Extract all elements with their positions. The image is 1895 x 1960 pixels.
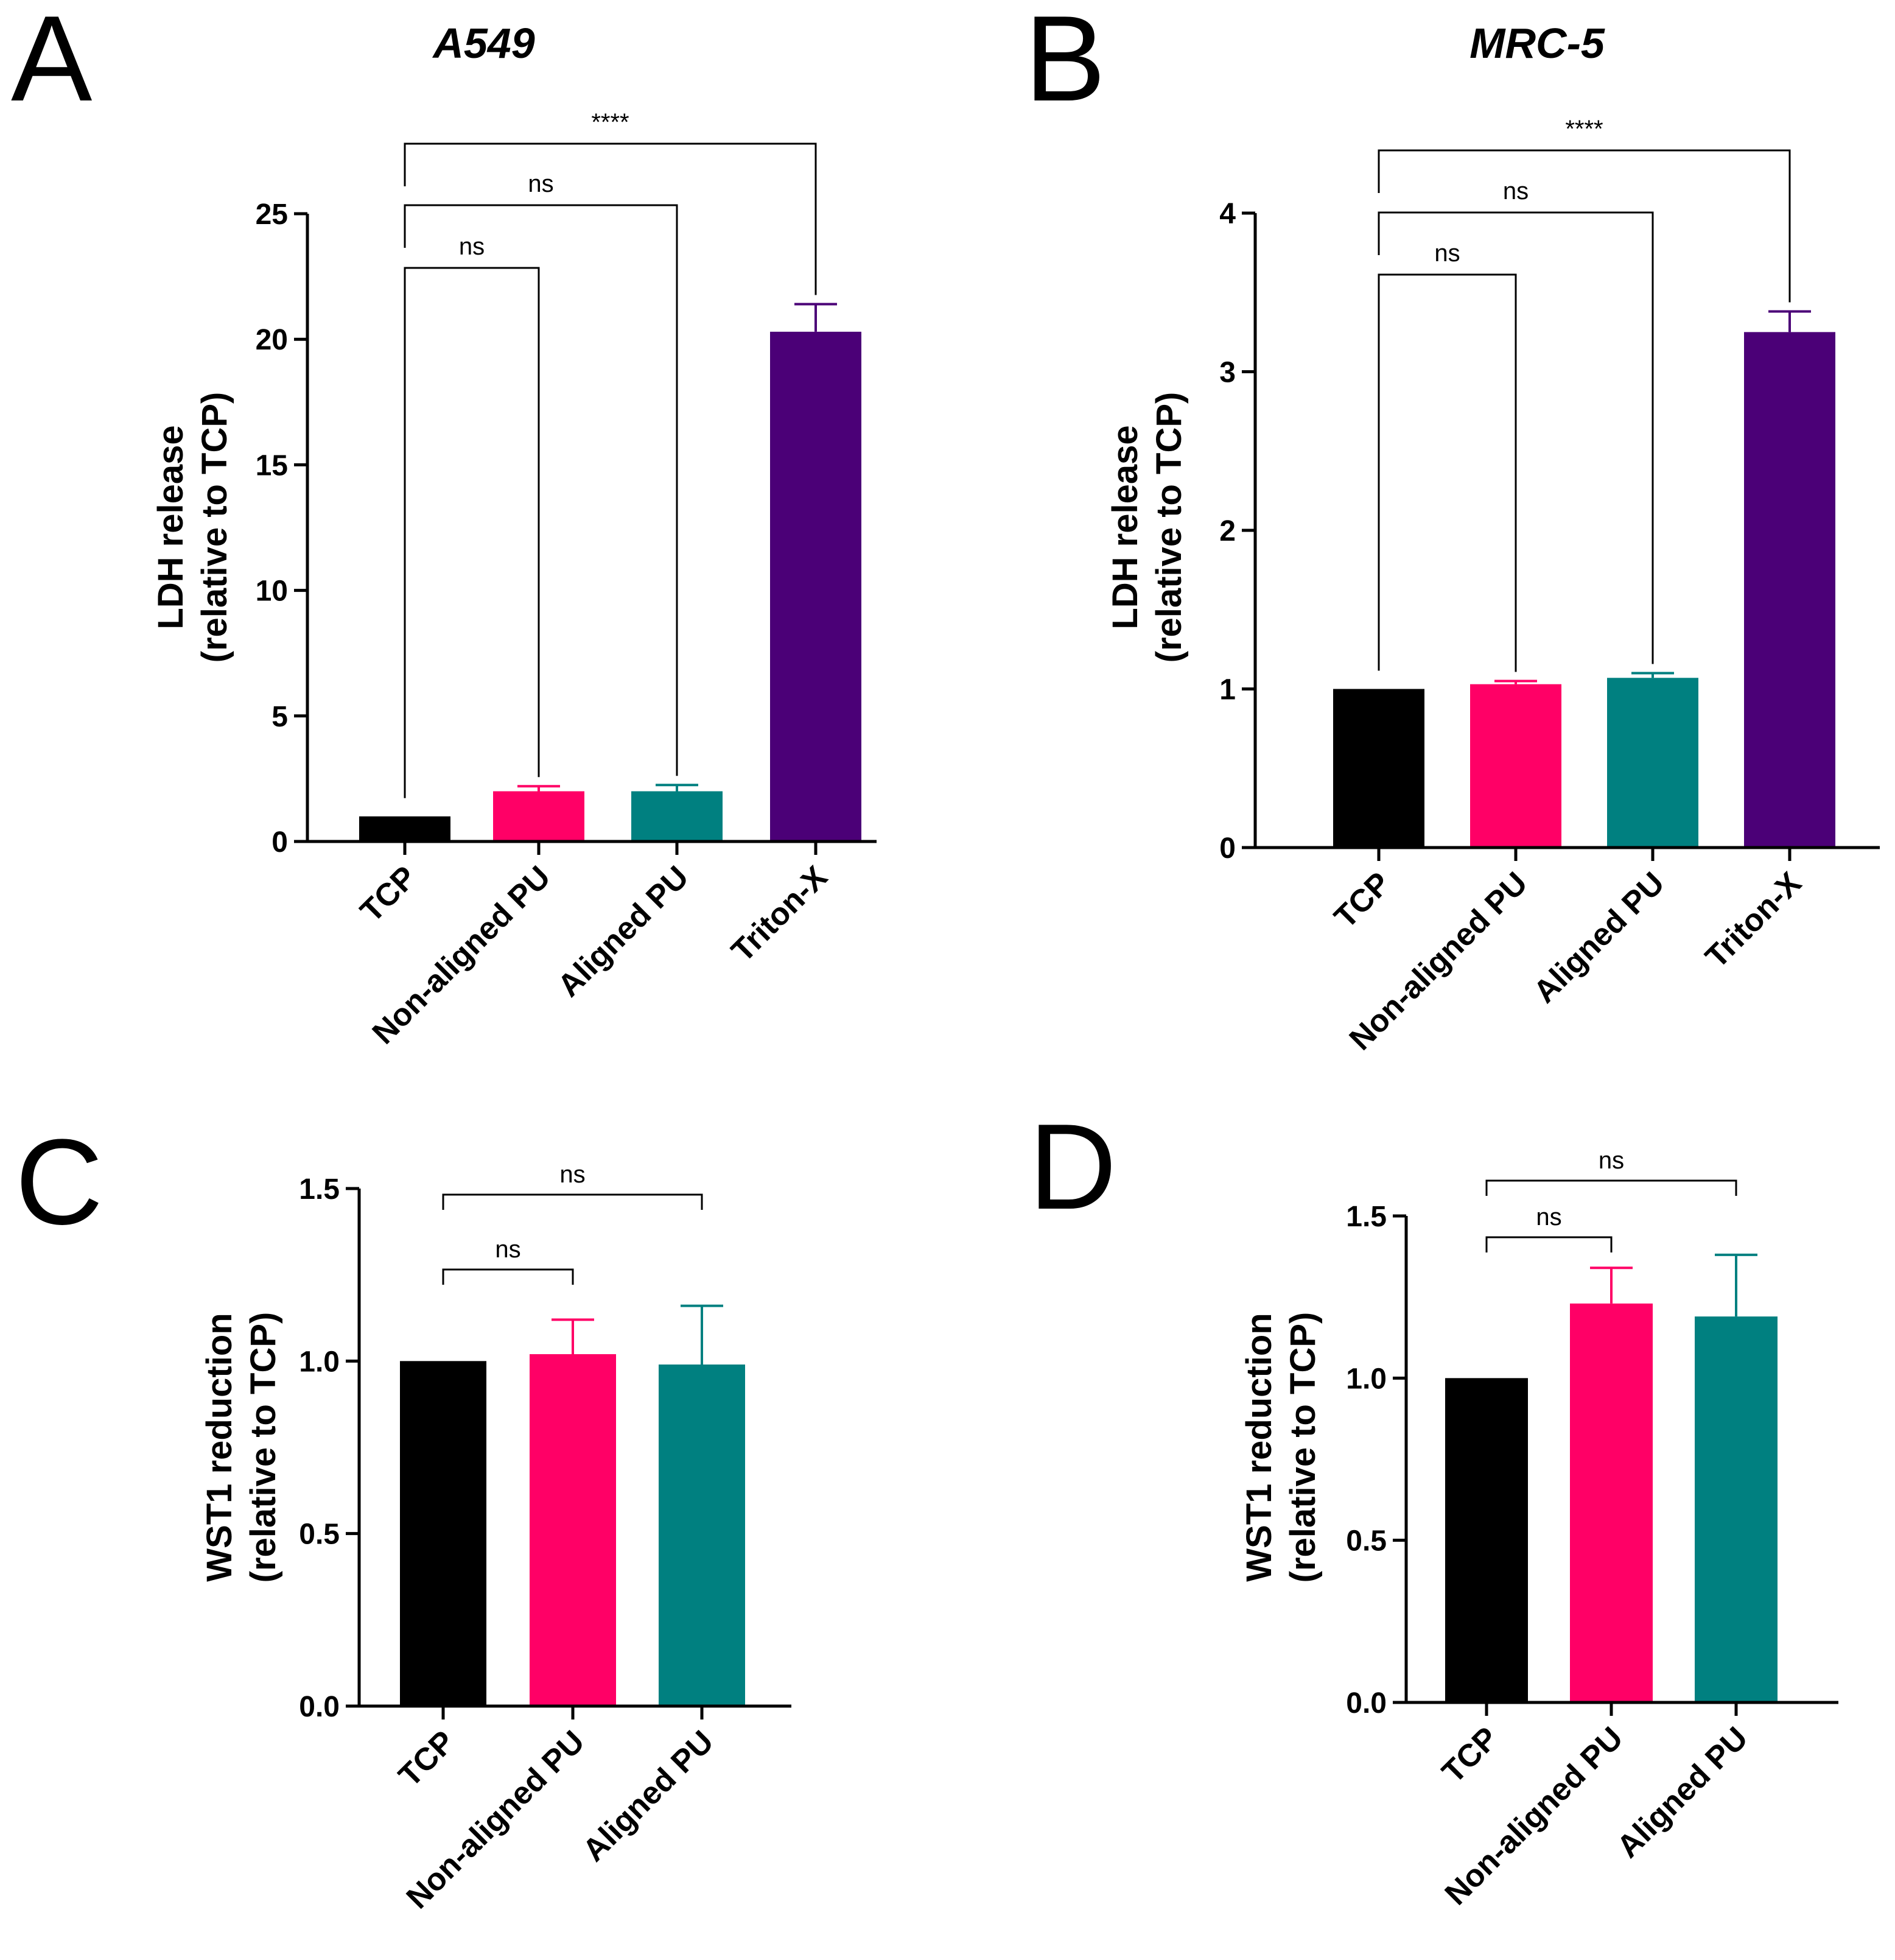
panel-B: B MRC-5 LDH release (relative to TCP) 0 1 2 3 4 T… (1025, 0, 1880, 1057)
y-tick-label-B-4: 4 (1219, 198, 1236, 230)
y-tick-label-A-5: 25 (256, 198, 288, 231)
y-axis-label-line2: (relative to TCP) (1149, 392, 1189, 663)
panel-D: D WST1 reduction (relative to TCP) 0.0 0.5 1.… (1029, 1099, 1838, 1912)
x-tick-label-group-B-2: Aligned PU (1527, 865, 1671, 1010)
bar-D-2 (1695, 1316, 1778, 1702)
bar-D-1 (1570, 1303, 1653, 1702)
significance-label-A-0: ns (459, 233, 485, 260)
y-axis-label-line1: LDH release (151, 425, 191, 629)
significance-label-B-2: **** (1565, 116, 1603, 142)
y-tick-label-A-3: 15 (256, 449, 288, 482)
y-axis-label-B: LDH release (relative to TCP) (1105, 392, 1189, 663)
x-tick-label-A-2: Aligned PU (551, 859, 695, 1003)
x-tick-label-B-0: TCP (1328, 865, 1398, 935)
y-axis-label-A: LDH release (relative to TCP) (151, 392, 234, 663)
y-tick-label-B-0: 0 (1219, 832, 1236, 865)
panel-letter-A: A (11, 0, 93, 127)
panel-A: A A549 LDH release (relative to TCP) 0 5 10 15 2… (11, 0, 877, 1051)
bar-A-3 (770, 331, 861, 841)
chart-title-A: A549 (432, 19, 534, 67)
significance-bracket-D-1 (1485, 1179, 1737, 1196)
x-tick-label-group-A-2: Aligned PU (551, 859, 695, 1003)
x-tick-label-B-3: Triton-X (1699, 865, 1809, 975)
significance-label-C-0: ns (495, 1236, 520, 1263)
x-tick-label-C-0: TCP (392, 1724, 462, 1794)
y-tick-label-B-2: 2 (1219, 515, 1236, 547)
significance-bracket-B-2 (1378, 149, 1791, 303)
panel-C: C WST1 reduction (relative to TCP) 0.0 0.5 1.… (15, 1114, 791, 1916)
y-tick-label-D-1: 0.5 (1346, 1525, 1387, 1558)
x-tick-label-B-2: Aligned PU (1527, 865, 1671, 1010)
y-axis-label-line1: WST1 reduction (200, 1313, 239, 1581)
y-tick-label-D-2: 1.0 (1346, 1363, 1387, 1395)
bar-B-0 (1333, 689, 1424, 848)
y-axis-label-D: WST1 reduction (relative to TCP) (1239, 1312, 1323, 1583)
x-tick-label-group-D-2: Aligned PU (1610, 1720, 1754, 1864)
x-tick-label-A-3: Triton-X (725, 859, 835, 969)
y-tick-label-A-2: 10 (256, 575, 288, 608)
significance-bracket-B-0 (1378, 273, 1517, 672)
bar-C-2 (659, 1365, 745, 1706)
bar-A-1 (493, 791, 584, 841)
x-tick-label-group-C-2: Aligned PU (576, 1724, 720, 1868)
panel-letter-C: C (15, 1114, 103, 1250)
significance-bracket-C-1 (442, 1193, 703, 1210)
x-tick-label-group-C-0: TCP (392, 1724, 462, 1794)
y-tick-label-C-2: 1.0 (299, 1346, 340, 1378)
significance-label-C-1: ns (559, 1161, 585, 1188)
significance-label-D-1: ns (1599, 1147, 1624, 1174)
significance-label-B-0: ns (1434, 240, 1460, 267)
x-tick-label-C-2: Aligned PU (576, 1724, 720, 1868)
y-axis-label-C: WST1 reduction (relative to TCP) (200, 1312, 283, 1583)
significance-bracket-A-0 (404, 267, 540, 798)
y-axis-label-line1: WST1 reduction (1239, 1313, 1279, 1581)
y-axis-label-line2: (relative to TCP) (195, 392, 234, 663)
y-tick-label-A-0: 0 (271, 826, 288, 859)
significance-bracket-A-1 (404, 204, 678, 776)
bar-D-0 (1445, 1378, 1528, 1702)
y-axis-label-line1: LDH release (1105, 425, 1145, 629)
y-axis-label-line2: (relative to TCP) (1283, 1312, 1323, 1583)
y-tick-label-C-3: 1.5 (299, 1173, 340, 1206)
significance-bracket-A-2 (404, 142, 817, 295)
x-tick-label-group-A-3: Triton-X (725, 859, 835, 969)
bar-A-0 (359, 816, 450, 841)
y-tick-label-B-1: 1 (1219, 674, 1236, 706)
y-tick-label-D-3: 1.5 (1346, 1201, 1387, 1233)
bar-C-0 (400, 1361, 486, 1706)
bar-B-2 (1607, 678, 1698, 848)
significance-label-D-0: ns (1536, 1204, 1561, 1231)
significance-bracket-D-0 (1485, 1236, 1613, 1252)
bar-B-1 (1470, 684, 1561, 848)
x-tick-label-D-2: Aligned PU (1610, 1720, 1754, 1864)
x-tick-label-group-A-0: TCP (354, 859, 424, 929)
significance-label-A-2: **** (591, 109, 629, 136)
y-tick-label-A-1: 5 (271, 701, 288, 733)
x-tick-label-group-B-3: Triton-X (1699, 865, 1809, 975)
x-tick-label-D-0: TCP (1435, 1720, 1505, 1790)
bar-B-3 (1744, 332, 1835, 848)
bar-A-2 (631, 791, 723, 841)
y-tick-label-D-0: 0.0 (1346, 1687, 1387, 1719)
y-tick-label-C-1: 0.5 (299, 1519, 340, 1551)
panel-letter-B: B (1025, 0, 1105, 127)
significance-label-B-1: ns (1503, 178, 1529, 205)
y-axis-label-line2: (relative to TCP) (243, 1312, 283, 1583)
y-tick-label-A-4: 20 (256, 324, 288, 356)
significance-bracket-C-0 (442, 1268, 574, 1285)
x-tick-label-group-D-0: TCP (1435, 1720, 1505, 1790)
x-tick-label-group-B-0: TCP (1328, 865, 1398, 935)
bar-C-1 (530, 1354, 616, 1706)
significance-label-A-1: ns (528, 170, 553, 197)
y-tick-label-C-0: 0.0 (299, 1691, 340, 1723)
chart-title-B: MRC-5 (1469, 19, 1605, 67)
x-tick-label-A-0: TCP (354, 859, 424, 929)
panel-letter-D: D (1029, 1099, 1116, 1235)
y-tick-label-B-3: 3 (1219, 357, 1236, 389)
significance-bracket-B-1 (1378, 211, 1654, 664)
